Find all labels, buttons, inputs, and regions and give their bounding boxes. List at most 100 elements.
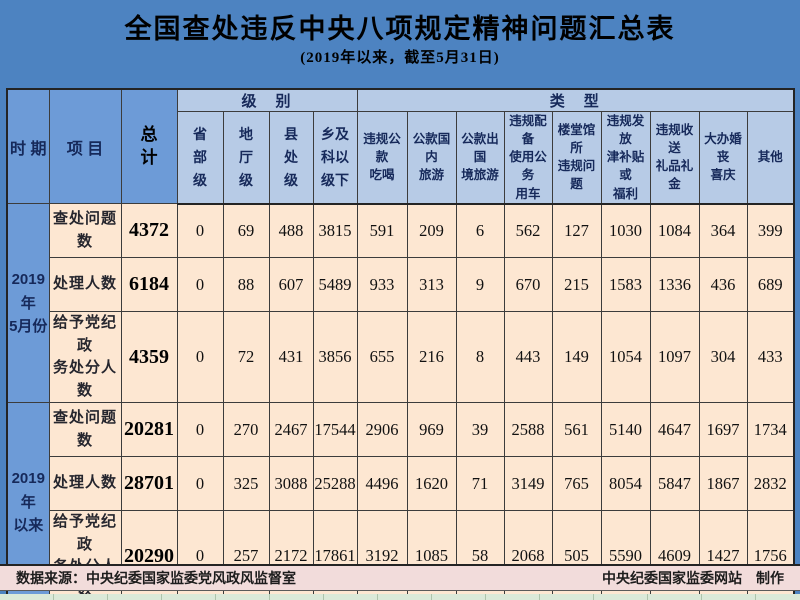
value-cell: 3815 — [312, 203, 358, 259]
value-cell: 1697 — [698, 402, 748, 458]
page-subtitle: (2019年以来，截至5月31日) — [300, 50, 500, 66]
value-cell: 325 — [222, 456, 270, 512]
value-cell: 2906 — [356, 402, 408, 458]
type-col-header-other: 其他 — [746, 110, 795, 205]
value-cell: 3149 — [503, 456, 553, 512]
row-label-cell: 给予党纪政 务处分人数 — [48, 311, 122, 404]
total-cell: 6184 — [120, 257, 178, 313]
footer-data-source: 数据来源：中央纪委国家监委党风政风监督室 — [16, 570, 296, 586]
row-label-cell: 处理人数 — [48, 456, 122, 512]
type-col-header-buildings: 楼堂馆所 违规问题 — [551, 110, 602, 205]
level-col-header-county: 县 处 级 — [268, 110, 314, 205]
period-cell: 2019年 5月份 — [6, 203, 50, 404]
value-cell: 562 — [503, 203, 553, 259]
period-column-header: 时 期 — [6, 88, 50, 205]
value-cell: 69 — [222, 203, 270, 259]
value-cell: 88 — [222, 257, 270, 313]
value-cell: 4496 — [356, 456, 408, 512]
value-cell: 0 — [176, 456, 224, 512]
value-cell: 1084 — [649, 203, 700, 259]
value-cell: 270 — [222, 402, 270, 458]
value-cell: 8054 — [600, 456, 651, 512]
summary-table-body: 2019年 5月份 查处问题数 4372 0 69 488 3815 591 209 6 562 12… — [6, 203, 795, 600]
value-cell: 1867 — [698, 456, 748, 512]
value-cell: 1336 — [649, 257, 700, 313]
value-cell: 689 — [746, 257, 795, 313]
value-cell: 969 — [406, 402, 457, 458]
value-cell: 39 — [455, 402, 505, 458]
value-cell: 433 — [746, 311, 795, 404]
value-cell: 0 — [176, 203, 224, 259]
value-cell: 591 — [356, 203, 408, 259]
value-cell: 655 — [356, 311, 408, 404]
value-cell: 364 — [698, 203, 748, 259]
table-row: 处理人数 6184 0 88 607 5489 933 313 9 670 215 1583 1336 4… — [7, 257, 795, 313]
value-cell: 72 — [222, 311, 270, 404]
value-cell: 8 — [455, 311, 505, 404]
table-row: 2019年 以来 查处问题数 20281 0 270 2467 17544 2906 969 39… — [6, 402, 795, 600]
value-cell: 71 — [455, 456, 505, 512]
value-cell: 2832 — [746, 456, 795, 512]
level-col-header-township: 乡及 科以 级下 — [312, 110, 358, 205]
type-col-header-allowances: 违规发放 津补贴或 福利 — [600, 110, 651, 205]
value-cell: 2467 — [268, 402, 314, 458]
value-cell: 0 — [176, 257, 224, 313]
total-cell: 28701 — [120, 456, 178, 512]
type-col-header-dining: 违规公款 吃喝 — [356, 110, 408, 205]
value-cell: 443 — [503, 311, 553, 404]
value-cell: 3856 — [312, 311, 358, 404]
value-cell: 5140 — [600, 402, 651, 458]
excel-grid-strip — [0, 594, 800, 600]
value-cell: 670 — [503, 257, 553, 313]
summary-table: 时 期 项 目 总 计 级 别 类 型 省 部 级 地 厅 级 县 处 级 乡及… — [6, 88, 796, 600]
type-col-header-official-cars: 违规配备 使用公务 用车 — [503, 110, 553, 205]
value-cell: 5847 — [649, 456, 700, 512]
item-column-header: 项 目 — [48, 88, 122, 205]
value-cell: 4647 — [649, 402, 700, 458]
value-cell: 488 — [268, 203, 314, 259]
value-cell: 933 — [356, 257, 408, 313]
value-cell: 215 — [551, 257, 602, 313]
type-col-header-overseas-travel: 公款出国 境旅游 — [455, 110, 505, 205]
value-cell: 3088 — [268, 456, 314, 512]
total-column-header: 总 计 — [120, 88, 178, 205]
type-col-header-domestic-travel: 公款国内 旅游 — [406, 110, 457, 205]
type-col-header-gifts: 违规收送 礼品礼金 — [649, 110, 700, 205]
type-group-header: 类 型 — [356, 88, 795, 112]
value-cell: 209 — [406, 203, 457, 259]
type-col-header-weddings-funerals: 大办婚丧 喜庆 — [698, 110, 748, 205]
value-cell: 2588 — [503, 402, 553, 458]
value-cell: 561 — [551, 402, 602, 458]
value-cell: 5489 — [312, 257, 358, 313]
value-cell: 6 — [455, 203, 505, 259]
total-cell: 4372 — [120, 203, 178, 259]
value-cell: 1054 — [600, 311, 651, 404]
value-cell: 436 — [698, 257, 748, 313]
total-cell: 20281 — [120, 402, 178, 458]
row-label-cell: 查处问题数 — [48, 203, 122, 259]
table-row: 处理人数 28701 0 325 3088 25288 4496 1620 71 3149 765 8… — [7, 456, 795, 512]
value-cell: 216 — [406, 311, 457, 404]
value-cell: 1583 — [600, 257, 651, 313]
level-group-header: 级 别 — [176, 88, 358, 112]
value-cell: 25288 — [312, 456, 358, 512]
value-cell: 1097 — [649, 311, 700, 404]
value-cell: 0 — [176, 311, 224, 404]
value-cell: 431 — [268, 311, 314, 404]
row-label-cell: 处理人数 — [48, 257, 122, 313]
value-cell: 1620 — [406, 456, 457, 512]
value-cell: 1030 — [600, 203, 651, 259]
table-row: 2019年 5月份 查处问题数 4372 0 69 488 3815 591 209 6 562 12… — [6, 203, 795, 404]
value-cell: 17544 — [312, 402, 358, 458]
table-row: 给予党纪政 务处分人数 4359 0 72 431 3856 655 216 8 443 149 10… — [7, 311, 795, 404]
level-col-header-provincial: 省 部 级 — [176, 110, 224, 205]
page-title: 全国查处违反中央八项规定精神问题汇总表 — [124, 14, 676, 44]
value-cell: 399 — [746, 203, 795, 259]
footer-bar: 数据来源：中央纪委国家监委党风政风监督室 中央纪委国家监委网站 制作 — [0, 564, 800, 591]
value-cell: 9 — [455, 257, 505, 313]
group-header-row: 时 期 项 目 总 计 级 别 类 型 — [6, 88, 795, 205]
total-cell: 4359 — [120, 311, 178, 404]
value-cell: 149 — [551, 311, 602, 404]
value-cell: 304 — [698, 311, 748, 404]
